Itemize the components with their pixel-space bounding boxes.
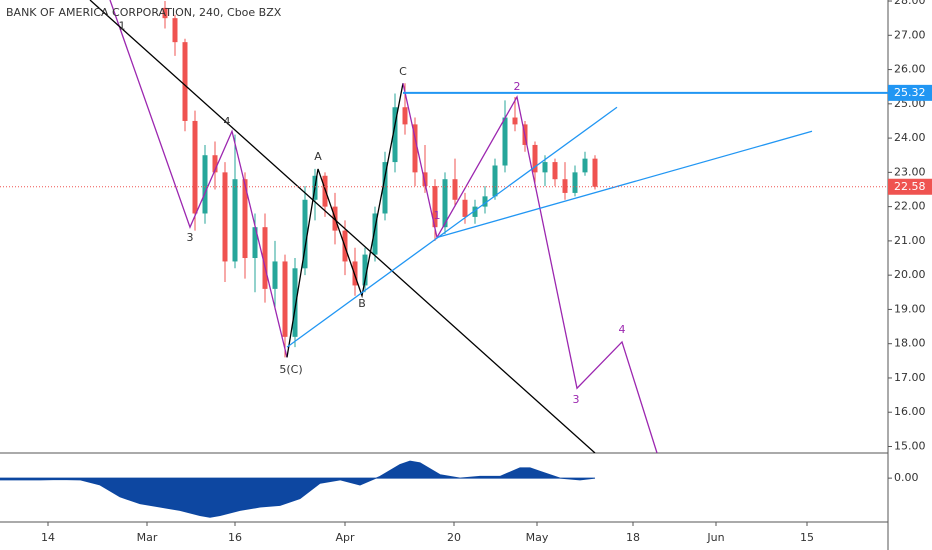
candle-body (402, 107, 408, 125)
y-tick-label: 28.00 (894, 0, 926, 7)
candle-body (552, 162, 558, 180)
candle-body (432, 186, 438, 228)
candle-body (322, 175, 328, 207)
x-tick-label: May (526, 531, 549, 544)
chart-title: BANK OF AMERICA CORPORATION, 240, Cboe B… (6, 6, 282, 19)
main-pane: 1 3 4 5(C) A B C 1 2 3 4 (89, 0, 813, 453)
candle-body (412, 124, 418, 173)
candle-body (592, 158, 598, 187)
candle-body (472, 206, 478, 217)
wave-label: A (314, 150, 322, 163)
candle-body (212, 155, 218, 173)
wave-label: 5(C) (279, 363, 302, 376)
candle-body (302, 199, 308, 269)
candle-body (482, 196, 488, 207)
y-tick-label: 15.00 (894, 439, 926, 452)
price-tag (888, 84, 932, 101)
osc-tick-label: 0.00 (894, 471, 919, 484)
candle-body (252, 227, 258, 259)
drawing-line (402, 83, 658, 453)
drawing-line (109, 0, 288, 358)
candle-body (452, 179, 458, 200)
x-tick-label: 20 (447, 531, 461, 544)
candle-body (262, 227, 268, 289)
candle-body (242, 179, 248, 259)
y-tick-label: 16.00 (894, 405, 926, 418)
candle-body (582, 158, 588, 173)
wave-label: B (358, 297, 366, 310)
oscillator-area (0, 460, 596, 518)
drawing-line (436, 130, 813, 239)
x-tick-label: 16 (228, 531, 242, 544)
price-tag-label: 25.32 (894, 86, 926, 99)
drawing-line (286, 83, 404, 358)
candle-body (542, 162, 548, 173)
candle-body (492, 165, 498, 197)
candle-body (372, 213, 378, 255)
wave-label: 3 (187, 231, 194, 244)
y-tick-label: 24.00 (894, 131, 926, 144)
y-tick-label: 20.00 (894, 268, 926, 281)
price-tag (888, 178, 932, 195)
y-tick-label: 21.00 (894, 234, 926, 247)
candle-body (512, 117, 518, 125)
y-tick-label: 22.00 (894, 200, 926, 213)
x-tick-label: Jun (706, 531, 724, 544)
wave-label: C (399, 65, 407, 78)
x-tick-label: 15 (800, 531, 814, 544)
candle-body (232, 179, 238, 262)
y-tick-label: 27.00 (894, 28, 926, 41)
y-tick-label: 26.00 (894, 63, 926, 76)
candle-body (362, 254, 368, 286)
wave-label: 1 (119, 20, 126, 33)
x-tick-label: Apr (335, 531, 355, 544)
x-tick-label: 14 (41, 531, 55, 544)
candle-body (272, 261, 278, 289)
x-tick-label: 18 (626, 531, 640, 544)
candle-body (382, 162, 388, 214)
candle-body (392, 107, 398, 163)
candle-body (572, 172, 578, 193)
candle-body (172, 18, 178, 43)
x-tick-label: Mar (137, 531, 158, 544)
candle-body (532, 144, 538, 173)
candle-body (162, 7, 168, 19)
candle-body (202, 155, 208, 214)
title-backdrop (2, 4, 282, 22)
candle-body (182, 42, 188, 121)
candle-body (222, 172, 228, 262)
drawing-line (286, 106, 618, 348)
price-tag-label: 22.58 (894, 180, 926, 193)
wave-label: 4 (224, 115, 231, 128)
candle-body (502, 117, 508, 166)
y-tick-label: 19.00 (894, 302, 926, 315)
candle-body (422, 172, 428, 187)
candle-body (192, 120, 198, 214)
wave-label: 3 (573, 393, 580, 406)
candle-body (442, 179, 448, 228)
drawing-line (89, 0, 596, 453)
y-tick-label: 17.00 (894, 371, 926, 384)
candle-body (462, 199, 468, 217)
wave-label: 1 (434, 209, 441, 222)
candle-body (352, 261, 358, 286)
wave-label: 4 (619, 323, 626, 336)
candle-body (282, 261, 288, 337)
wave-label: 2 (514, 80, 521, 93)
y-tick-label: 18.00 (894, 337, 926, 350)
candle-body (562, 179, 568, 193)
y-tick-label: 23.00 (894, 165, 926, 178)
candle-body (292, 268, 298, 337)
